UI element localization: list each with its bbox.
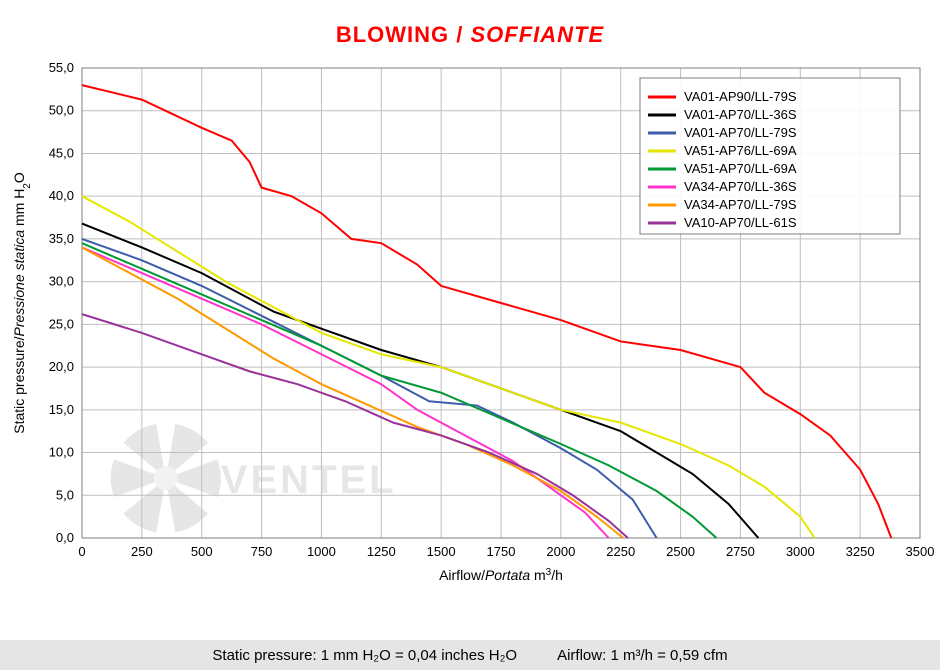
x-tick-label: 0	[78, 544, 85, 559]
legend-label: VA51-AP76/LL-69A	[684, 143, 797, 158]
x-tick-label: 1250	[367, 544, 396, 559]
x-tick-label: 2000	[546, 544, 575, 559]
footer-right: Airflow: 1 m³/h = 0,59 cfm	[557, 647, 728, 664]
y-tick-label: 45,0	[49, 145, 74, 160]
y-tick-label: 0,0	[56, 530, 74, 545]
y-axis-label: Static pressure/Pressione statica mm H2O	[11, 172, 33, 434]
y-tick-label: 10,0	[49, 445, 74, 460]
x-tick-label: 1000	[307, 544, 336, 559]
y-tick-label: 15,0	[49, 402, 74, 417]
y-tick-label: 35,0	[49, 231, 74, 246]
x-tick-label: 3000	[786, 544, 815, 559]
y-tick-label: 30,0	[49, 274, 74, 289]
title-sep: /	[449, 22, 470, 47]
x-tick-label: 3500	[906, 544, 935, 559]
legend-label: VA34-AP70/LL-36S	[684, 179, 797, 194]
y-tick-label: 50,0	[49, 103, 74, 118]
y-tick-label: 5,0	[56, 487, 74, 502]
legend-label: VA01-AP70/LL-36S	[684, 107, 797, 122]
legend-label: VA34-AP70/LL-79S	[684, 197, 797, 212]
chart-area: VENTEL0250500750100012501500175020002250…	[0, 48, 940, 608]
chart-title: BLOWING / SOFFIANTE	[0, 22, 940, 48]
x-tick-label: 1750	[487, 544, 516, 559]
chart-svg: VENTEL0250500750100012501500175020002250…	[0, 48, 940, 608]
legend-label: VA01-AP70/LL-79S	[684, 125, 797, 140]
x-tick-label: 2500	[666, 544, 695, 559]
y-tick-label: 25,0	[49, 316, 74, 331]
footer-bar: Static pressure: 1 mm H₂O = 0,04 inches …	[0, 640, 940, 670]
title-en: BLOWING	[336, 22, 449, 47]
legend-label: VA01-AP90/LL-79S	[684, 89, 797, 104]
x-tick-label: 1500	[427, 544, 456, 559]
x-axis-label: Airflow/Portata m3/h	[439, 567, 563, 584]
x-tick-label: 2250	[606, 544, 635, 559]
legend-label: VA10-AP70/LL-61S	[684, 215, 797, 230]
x-tick-label: 750	[251, 544, 273, 559]
x-tick-label: 250	[131, 544, 153, 559]
y-tick-label: 20,0	[49, 359, 74, 374]
x-tick-label: 2750	[726, 544, 755, 559]
footer-left: Static pressure: 1 mm H₂O = 0,04 inches …	[212, 647, 517, 664]
x-tick-label: 3250	[846, 544, 875, 559]
y-tick-label: 55,0	[49, 60, 74, 75]
x-tick-label: 500	[191, 544, 213, 559]
y-tick-label: 40,0	[49, 188, 74, 203]
title-it: SOFFIANTE	[471, 22, 605, 47]
legend-label: VA51-AP70/LL-69A	[684, 161, 797, 176]
